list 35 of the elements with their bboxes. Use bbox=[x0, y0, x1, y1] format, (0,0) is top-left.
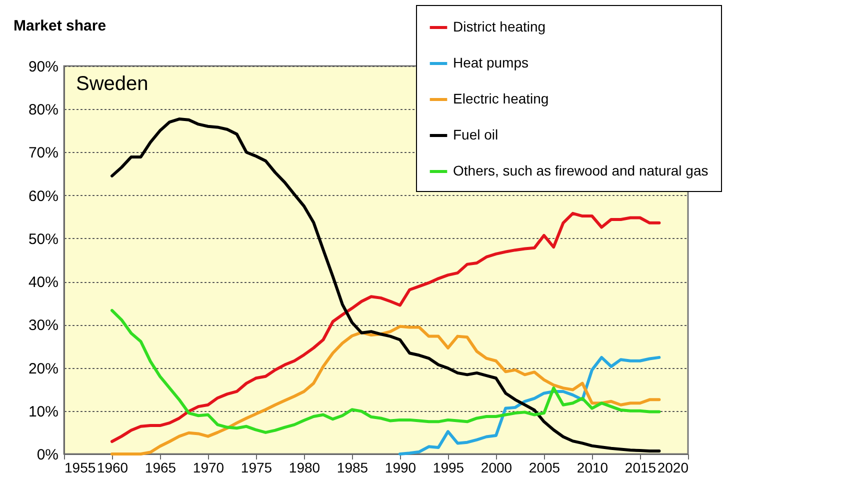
x-tick-label: 1955 bbox=[64, 460, 96, 476]
line-series bbox=[110, 308, 661, 434]
legend-label: Electric heating bbox=[453, 90, 549, 106]
y-tick-label: 20% bbox=[28, 360, 58, 378]
x-tick-label: 2005 bbox=[528, 460, 560, 476]
y-tick-label: 80% bbox=[28, 102, 58, 119]
x-tick-label: 1985 bbox=[336, 460, 368, 476]
legend-label: Heat pumps bbox=[453, 54, 528, 70]
x-tick-label: 1965 bbox=[144, 460, 176, 476]
y-tick-label: 70% bbox=[28, 144, 58, 162]
annotation: Sweden bbox=[76, 73, 148, 95]
x-tick-label: 2000 bbox=[480, 460, 512, 476]
x-tick-label: 2010 bbox=[576, 460, 608, 476]
line-series bbox=[398, 356, 661, 456]
x-tick-label: 1975 bbox=[240, 460, 272, 476]
y-tick-label: 10% bbox=[28, 403, 58, 420]
y-axis-title: Market share bbox=[14, 18, 106, 34]
y-tick-label: 90% bbox=[28, 58, 58, 76]
x-tick-label: 2015 bbox=[624, 460, 656, 476]
legend-label: Others, such as firewood and natural gas bbox=[453, 162, 708, 178]
y-tick-label: 30% bbox=[28, 317, 58, 334]
legend-label: District heating bbox=[453, 18, 546, 34]
y-tick-label: 0% bbox=[36, 446, 58, 464]
line-series bbox=[110, 324, 661, 456]
x-tick-label: 2020 bbox=[657, 460, 689, 476]
x-tick-label: 1990 bbox=[384, 460, 416, 476]
y-tick-label: 60% bbox=[28, 188, 58, 205]
y-tick-label: 50% bbox=[28, 230, 58, 248]
line-series bbox=[110, 212, 661, 443]
legend-label: Fuel oil bbox=[453, 126, 498, 142]
x-tick-label: 1970 bbox=[192, 460, 224, 476]
x-tick-label: 1960 bbox=[96, 460, 128, 476]
y-tick-label: 40% bbox=[28, 274, 58, 292]
x-tick-label: 1995 bbox=[432, 460, 464, 476]
x-tick-label: 1980 bbox=[288, 460, 320, 476]
